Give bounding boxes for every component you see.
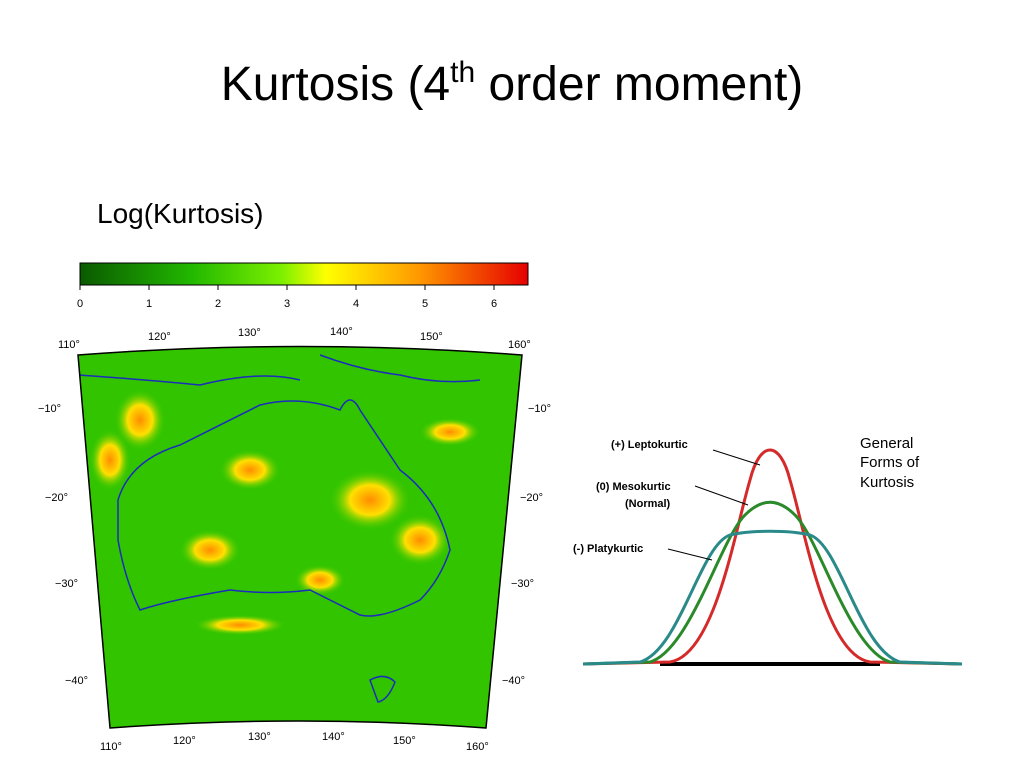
leptokurtic-label: (+) Leptokurtic	[611, 439, 688, 451]
left-label: −30°	[55, 578, 78, 590]
legend-line: General	[860, 435, 913, 452]
slide-title: Kurtosis (4th order moment)	[221, 56, 804, 111]
map-frame	[77, 345, 523, 729]
bottom-label: 140°	[322, 731, 345, 743]
left-label: −40°	[65, 675, 88, 687]
title-superscript: th	[450, 56, 475, 89]
normal-label: (Normal)	[625, 498, 671, 510]
colorbar-ticks: 0 1 2 3 4 5 6	[77, 285, 497, 310]
colorbar-tick-label: 3	[284, 298, 290, 310]
pointer	[694, 485, 749, 506]
colorbar-tick-label: 0	[77, 298, 83, 310]
top-label: 120°	[148, 331, 171, 343]
legend-line: Forms of	[860, 454, 920, 471]
title-text: Kurtosis (4	[221, 58, 450, 111]
top-label: 140°	[330, 326, 353, 338]
platykurtic-label: (-) Platykurtic	[573, 543, 643, 555]
colorbar	[79, 262, 529, 286]
pointer	[712, 449, 761, 466]
bottom-label: 150°	[393, 735, 416, 747]
mesokurtic-curve	[582, 500, 963, 666]
mesokurtic-label: (0) Mesokurtic	[596, 481, 671, 493]
right-label: −20°	[520, 492, 543, 504]
colorbar-tick-label: 1	[146, 298, 152, 310]
bottom-label: 160°	[466, 741, 489, 753]
right-label: −10°	[528, 403, 551, 415]
map-labels: 110° 120° 130° 140° 150° 160° 110° 120° …	[38, 326, 551, 753]
right-label: −30°	[511, 578, 534, 590]
platykurtic-curve	[582, 529, 963, 666]
bottom-label: 120°	[173, 735, 196, 747]
subtitle: Log(Kurtosis)	[97, 198, 264, 229]
top-label: 130°	[238, 327, 261, 339]
top-label: 150°	[420, 331, 443, 343]
bottom-label: 110°	[100, 741, 122, 753]
top-label: 110°	[58, 339, 80, 351]
colorbar-tick-label: 5	[422, 298, 428, 310]
colorbar-tick-label: 4	[353, 298, 359, 310]
map	[78, 346, 522, 728]
left-label: −10°	[38, 403, 61, 415]
kurtosis-diagram: (+) Leptokurtic (0) Mesokurtic (Normal) …	[573, 435, 963, 666]
legend-line: Kurtosis	[860, 474, 914, 491]
bottom-label: 130°	[248, 731, 271, 743]
leptokurtic-curve	[582, 448, 963, 666]
right-label: −40°	[502, 675, 525, 687]
pointer	[667, 548, 713, 561]
colorbar-tick-label: 2	[215, 298, 221, 310]
title-rest: order moment)	[475, 58, 803, 111]
left-label: −20°	[45, 492, 68, 504]
colorbar-tick-label: 6	[491, 298, 497, 310]
top-label: 160°	[508, 339, 531, 351]
